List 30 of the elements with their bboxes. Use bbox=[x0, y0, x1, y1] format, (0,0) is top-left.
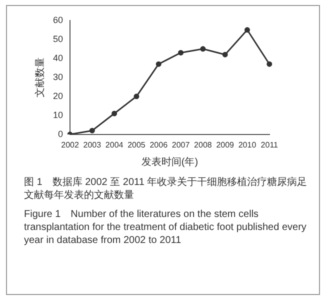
x-tick-label: 2007 bbox=[172, 140, 190, 150]
y-tick-label: 40 bbox=[52, 52, 64, 63]
x-tick-label: 2008 bbox=[194, 140, 212, 150]
y-tick-label: 20 bbox=[52, 90, 64, 101]
x-tick-label: 2009 bbox=[216, 140, 235, 150]
point bbox=[156, 61, 162, 67]
x-tick-label: 2010 bbox=[238, 140, 257, 150]
point bbox=[266, 61, 272, 67]
y-tick-label: 0 bbox=[58, 128, 64, 139]
y-axis-title: 文献数量 bbox=[34, 57, 46, 98]
x-tick-label: 2004 bbox=[105, 140, 124, 150]
point bbox=[244, 27, 250, 33]
point bbox=[134, 94, 140, 100]
y-tick-label: 60 bbox=[52, 14, 64, 25]
x-axis-title: 发表时间(年) bbox=[141, 156, 198, 168]
point bbox=[200, 46, 206, 52]
x-tick-label: 2005 bbox=[128, 140, 146, 150]
x-tick-label: 2002 bbox=[61, 140, 80, 150]
caption: Figure 1 Number of the literatures on the stem cells transplantation for the treatment of diabetic foot published every year in database from 2002 to 2011 bbox=[24, 208, 308, 247]
point bbox=[112, 110, 118, 116]
point bbox=[222, 52, 228, 58]
x-tick-label: 2003 bbox=[83, 140, 102, 150]
x-tick-label: 2006 bbox=[150, 140, 168, 150]
caption: 图 1 数据库 2002 至 2011 年收录关于干细胞移植治疗糖尿病足文献每年发表的文献数量 bbox=[24, 176, 308, 202]
y-tick-label: 10 bbox=[52, 110, 64, 120]
x-tick-label: 2011 bbox=[260, 140, 279, 150]
point bbox=[178, 50, 184, 56]
y-tick-label: 30 bbox=[52, 72, 64, 82]
y-tick-label: 50 bbox=[52, 34, 64, 44]
point bbox=[89, 128, 95, 134]
